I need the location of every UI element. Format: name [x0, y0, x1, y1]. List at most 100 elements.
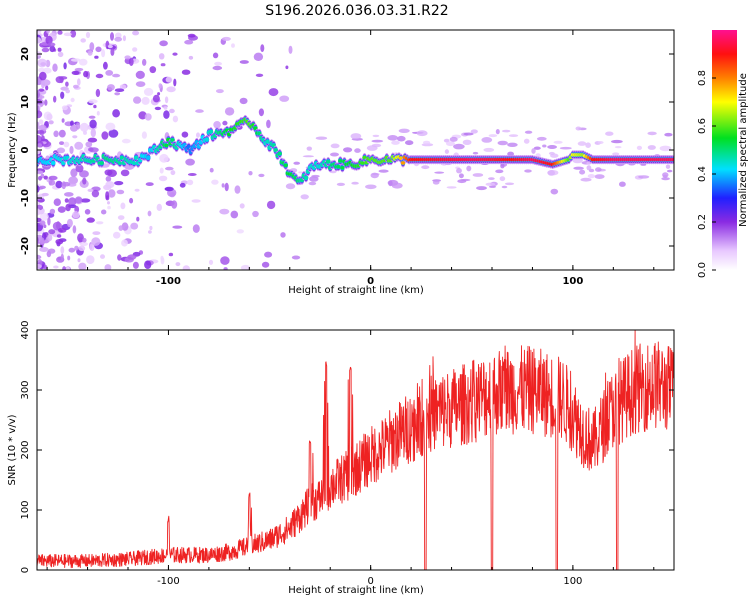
noise-blob — [662, 172, 669, 178]
y-tick-label: 20 — [20, 47, 31, 61]
noise-blob — [38, 67, 45, 73]
noise-blob — [53, 198, 61, 206]
noise-blob — [187, 173, 197, 176]
noise-blob — [266, 119, 271, 129]
noise-blob — [108, 129, 119, 138]
noise-blob — [163, 110, 170, 119]
noise-blob — [101, 49, 106, 58]
noise-blob — [83, 130, 87, 135]
noise-blob — [41, 135, 45, 142]
noise-blob — [488, 134, 498, 138]
noise-blob — [531, 148, 536, 154]
noise-blob — [77, 258, 81, 263]
noise-blob — [306, 146, 312, 151]
spectrogram-ridge — [37, 114, 674, 186]
noise-blob — [423, 140, 431, 145]
noise-blob — [41, 80, 45, 89]
noise-blob — [79, 170, 89, 178]
noise-blob — [41, 192, 49, 197]
noise-blob — [224, 107, 235, 116]
x-tick-label: 100 — [562, 276, 583, 287]
noise-blob — [60, 246, 65, 255]
noise-blob — [88, 147, 94, 152]
noise-blob — [39, 237, 45, 245]
noise-blob — [39, 212, 49, 221]
noise-blob — [112, 109, 120, 118]
ridge-segment — [146, 155, 151, 160]
noise-blob — [96, 111, 100, 116]
noise-blob — [158, 53, 165, 60]
noise-blob — [354, 148, 361, 153]
noise-blob — [52, 63, 58, 72]
y-tick-label: -20 — [20, 237, 31, 255]
noise-blob — [258, 108, 264, 117]
noise-blob — [261, 261, 270, 268]
noise-blob — [586, 161, 591, 165]
noise-blob — [186, 179, 194, 186]
noise-blob — [664, 132, 673, 137]
noise-blob — [72, 225, 77, 234]
snr-series-line — [37, 330, 674, 570]
noise-blob — [456, 168, 462, 174]
noise-blob — [387, 135, 399, 141]
noise-blob — [115, 32, 122, 39]
noise-blob — [73, 210, 79, 218]
ridge-segment — [119, 155, 125, 160]
noise-blob — [156, 203, 162, 211]
noise-blob — [550, 188, 559, 195]
noise-blob — [135, 81, 146, 87]
noise-blob — [157, 92, 161, 96]
noise-blob — [57, 30, 63, 35]
noise-blob — [160, 257, 165, 265]
spectrogram-noise-cloud — [37, 30, 673, 270]
noise-blob — [74, 67, 84, 72]
ridge-segment — [133, 155, 139, 160]
noise-blob — [495, 169, 504, 174]
snr-xlabel: Height of straight line (km) — [288, 585, 424, 596]
noise-blob — [213, 121, 221, 129]
noise-blob — [37, 90, 40, 99]
noise-blob — [248, 171, 253, 176]
noise-blob — [585, 142, 591, 148]
noise-blob — [37, 121, 40, 130]
noise-blob — [62, 266, 66, 270]
noise-blob — [462, 139, 472, 145]
colorbar: 0.0 0.2 0.4 0.6 0.8 Normalized spectral ampl… — [697, 30, 749, 278]
noise-blob — [67, 255, 71, 261]
noise-blob — [391, 140, 400, 145]
noise-blob — [68, 176, 78, 185]
noise-blob — [481, 137, 493, 143]
noise-blob — [266, 200, 276, 210]
noise-blob — [575, 126, 582, 131]
y-tick-label: 300 — [20, 380, 31, 399]
y-tick-label: 0 — [20, 567, 31, 573]
noise-blob — [476, 186, 487, 191]
snr-plot-area — [37, 330, 674, 570]
noise-blob — [587, 174, 596, 179]
noise-blob — [209, 167, 214, 173]
noise-blob — [302, 155, 315, 158]
noise-blob — [70, 30, 77, 38]
noise-blob — [89, 243, 95, 252]
noise-blob — [605, 131, 614, 136]
noise-blob — [45, 85, 49, 91]
noise-blob — [548, 151, 555, 155]
noise-blob — [460, 178, 471, 182]
noise-blob — [107, 201, 110, 205]
noise-blob — [421, 165, 430, 170]
noise-blob — [330, 152, 339, 157]
noise-blob — [230, 210, 239, 219]
noise-blob — [264, 251, 273, 258]
ridge-segment — [170, 138, 175, 142]
noise-blob — [612, 152, 620, 156]
ridge-segment — [265, 139, 270, 144]
noise-blob — [638, 175, 650, 179]
noise-blob — [100, 254, 105, 259]
noise-blob — [49, 208, 56, 215]
noise-blob — [55, 180, 63, 189]
noise-blob — [46, 30, 50, 34]
noise-blob — [336, 182, 345, 186]
noise-blob — [107, 189, 116, 198]
